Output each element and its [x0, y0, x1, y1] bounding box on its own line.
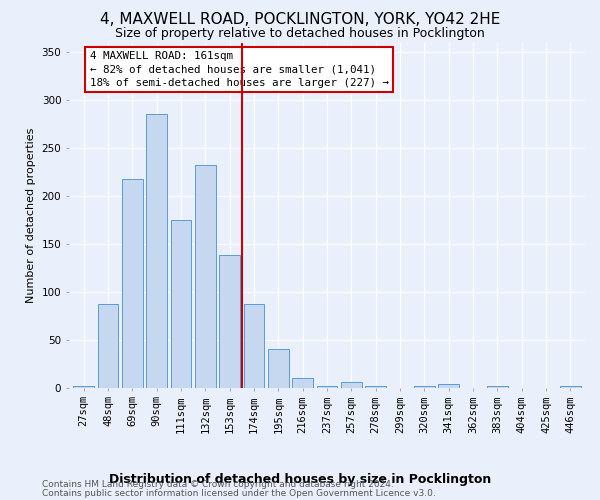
Text: 4, MAXWELL ROAD, POCKLINGTON, YORK, YO42 2HE: 4, MAXWELL ROAD, POCKLINGTON, YORK, YO42…	[100, 12, 500, 28]
Bar	[98, 304, 118, 388]
Bar	[560, 386, 581, 388]
Text: 4 MAXWELL ROAD: 161sqm
← 82% of detached houses are smaller (1,041)
18% of semi-: 4 MAXWELL ROAD: 161sqm ← 82% of detached…	[89, 51, 389, 88]
Bar	[146, 114, 167, 388]
Text: Contains HM Land Registry data © Crown copyright and database right 2024.: Contains HM Land Registry data © Crown c…	[42, 480, 394, 489]
Bar	[244, 304, 265, 388]
Bar	[487, 386, 508, 388]
Bar	[73, 386, 94, 388]
Text: Contains public sector information licensed under the Open Government Licence v3: Contains public sector information licen…	[42, 488, 436, 498]
Bar	[414, 386, 435, 388]
Bar	[292, 378, 313, 388]
Y-axis label: Number of detached properties: Number of detached properties	[26, 128, 36, 302]
Bar	[365, 386, 386, 388]
Bar	[170, 220, 191, 388]
Bar	[195, 165, 215, 388]
Bar	[122, 178, 143, 388]
Text: Size of property relative to detached houses in Pocklington: Size of property relative to detached ho…	[115, 28, 485, 40]
Bar	[317, 386, 337, 388]
Bar	[268, 349, 289, 388]
Text: Distribution of detached houses by size in Pocklington: Distribution of detached houses by size …	[109, 472, 491, 486]
Bar	[439, 384, 459, 388]
Bar	[341, 382, 362, 388]
Bar	[219, 255, 240, 388]
